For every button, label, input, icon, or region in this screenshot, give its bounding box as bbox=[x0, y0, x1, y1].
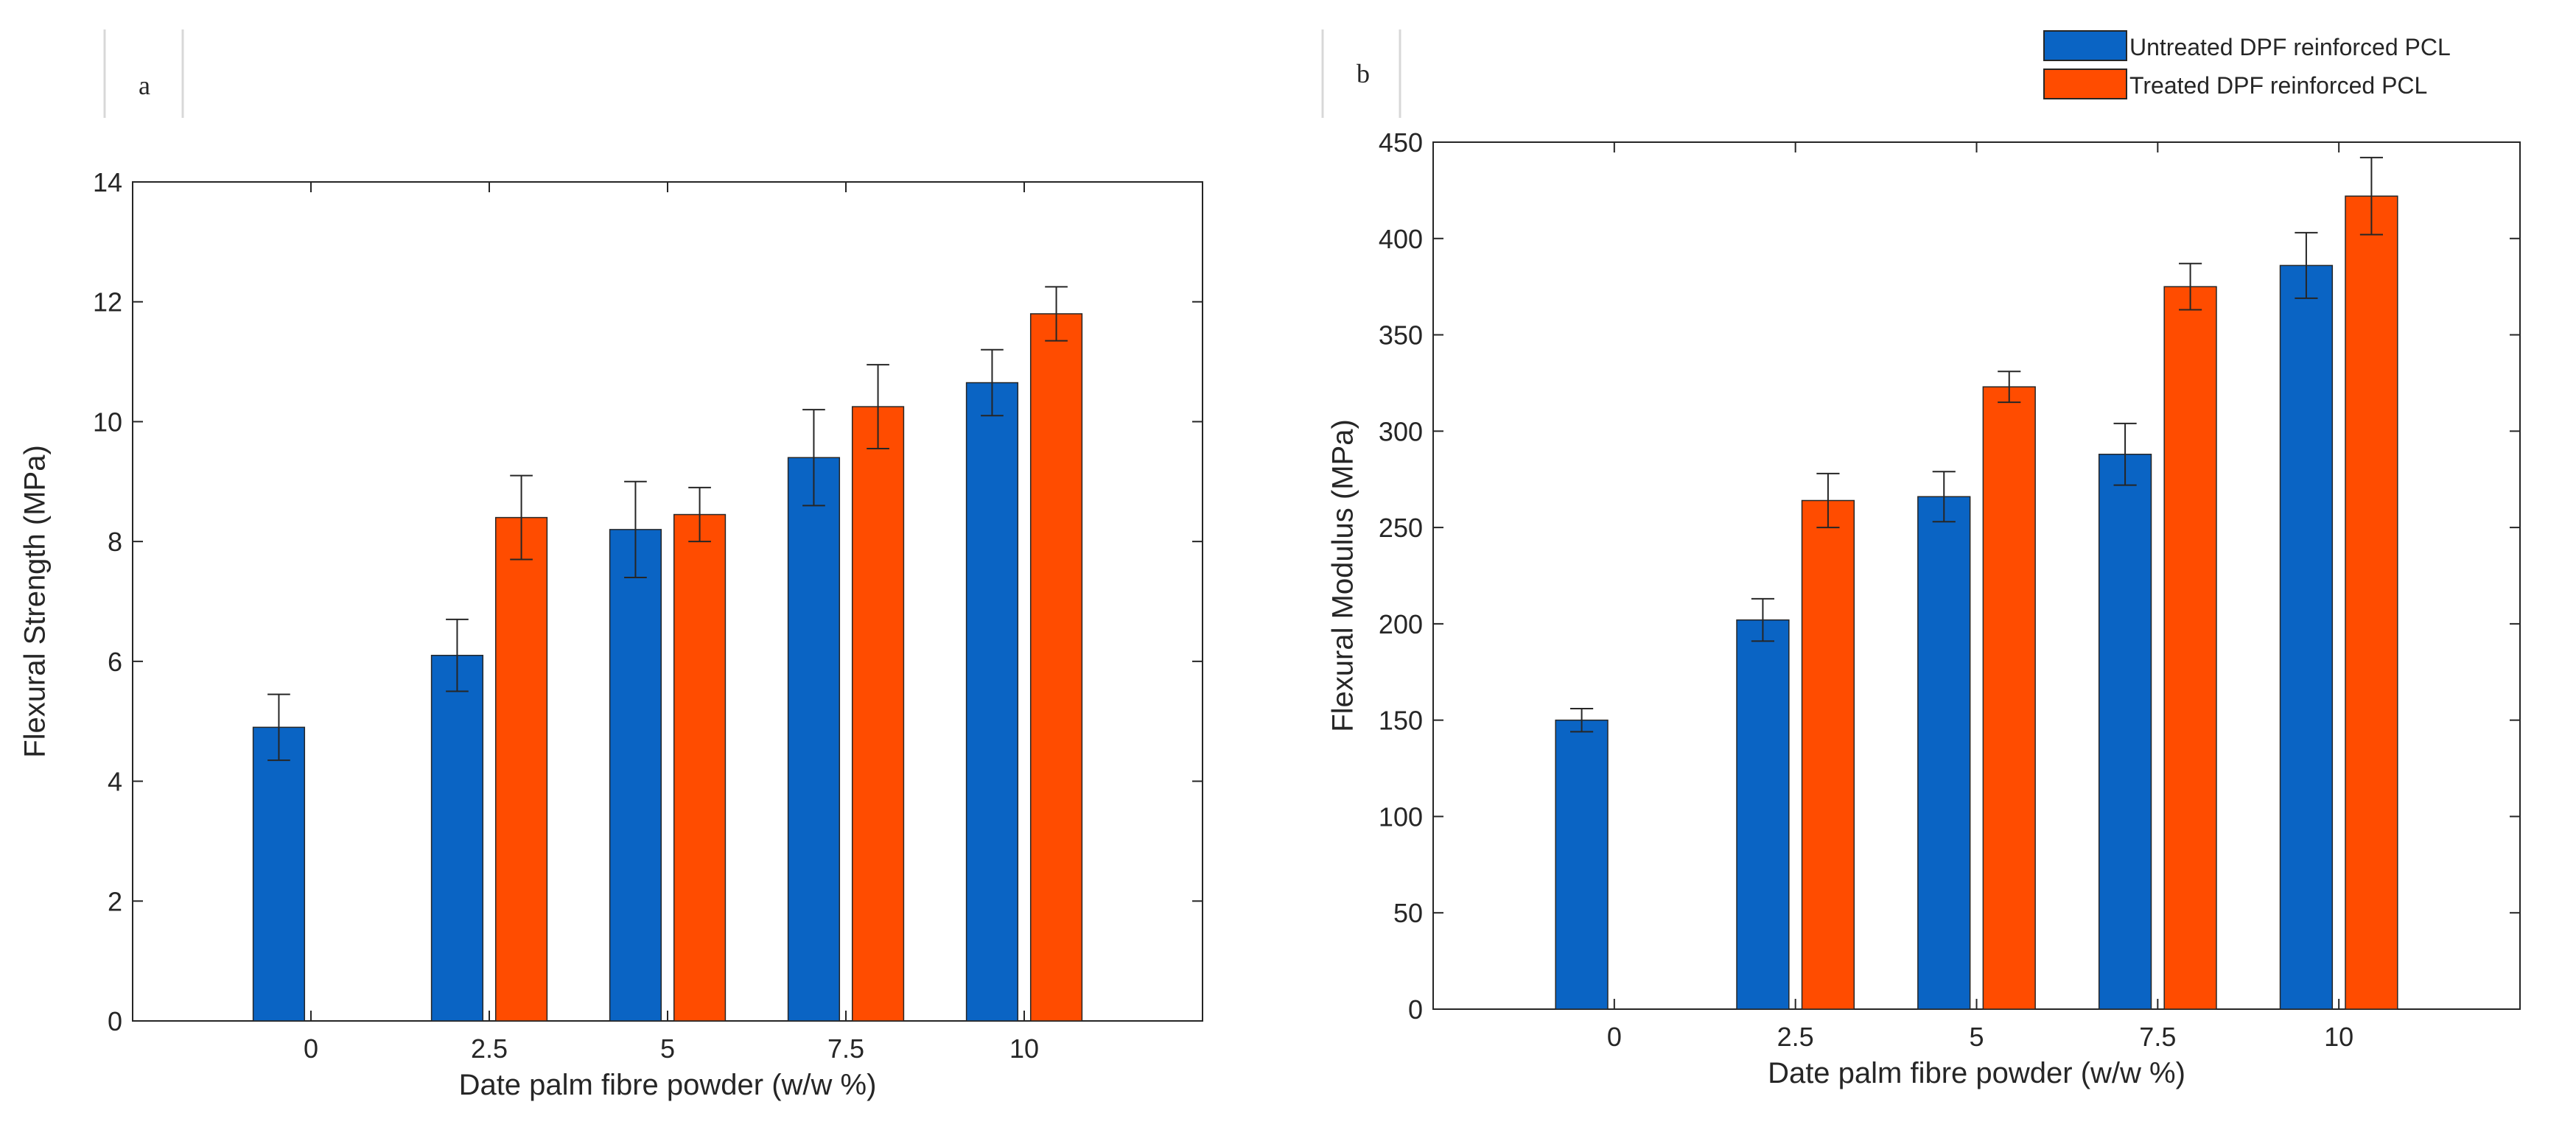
panel-a-bar-s0-0 bbox=[252, 726, 306, 1022]
panel-a-x-tick-label-4: 10 bbox=[1009, 1033, 1039, 1064]
panel-b-y-tick-label-1: 50 bbox=[1393, 898, 1423, 928]
panel-b-x-tick-label-4: 10 bbox=[2324, 1022, 2353, 1052]
panel-b-x-axis-label: Date palm fibre powder (w/w %) bbox=[1768, 1057, 2185, 1089]
panel-a-y-tick-label-5: 10 bbox=[93, 407, 122, 437]
panel-b-y-tick-label-4: 200 bbox=[1379, 609, 1423, 639]
legend-label-treated: Treated DPF reinforced PCL bbox=[2129, 72, 2427, 99]
panel-a-bar-s0-1 bbox=[430, 654, 484, 1022]
panel-a-bar-s1-4 bbox=[1029, 313, 1083, 1022]
panel-a-y-tick-label-7: 14 bbox=[93, 167, 122, 197]
panel-letter-b: b bbox=[1357, 59, 1370, 88]
legend: Untreated DPF reinforced PCL Treated DPF… bbox=[2043, 30, 2451, 99]
panel-b-y-tick-label-2: 100 bbox=[1379, 801, 1423, 832]
panel-a-error-bar-s0-1 bbox=[446, 618, 469, 692]
legend-swatch-treated bbox=[2043, 69, 2127, 99]
panel-b-error-bar-s1-3 bbox=[2179, 262, 2202, 311]
chart-panel-b: 0 50 100 150 200 250 300 350 400 450 0 2.5 5 7.5 10 Dat… bbox=[1327, 127, 2521, 1089]
panel-a-bar-s0-3 bbox=[787, 457, 841, 1022]
panel-b-bar-s1-1 bbox=[1801, 499, 1855, 1010]
panel-a-bar-s0-4 bbox=[965, 382, 1019, 1022]
panel-b-error-bar-s1-2 bbox=[1998, 371, 2021, 404]
panel-b-error-bar-s1-4 bbox=[2359, 156, 2383, 236]
panel-b-bar-s0-0 bbox=[1555, 719, 1609, 1010]
panel-tab-b: b bbox=[1321, 29, 1401, 118]
panel-b-x-tick-label-1: 2.5 bbox=[1777, 1022, 1814, 1052]
panel-b-error-bar-s0-1 bbox=[1751, 597, 1774, 642]
panel-a-y-tick-label-1: 2 bbox=[108, 886, 122, 916]
panel-b-bar-s1-4 bbox=[2345, 195, 2398, 1010]
panel-a-y-tick-label-4: 8 bbox=[108, 527, 122, 557]
panel-b-error-bar-s1-1 bbox=[1816, 472, 1840, 529]
panel-a-error-bar-s1-3 bbox=[867, 364, 889, 450]
legend-swatch-untreated bbox=[2043, 30, 2127, 61]
panel-b-bar-s1-2 bbox=[1982, 386, 2036, 1010]
panel-b-x-tick-label-3: 7.5 bbox=[2139, 1022, 2176, 1052]
panel-a-bar-s0-2 bbox=[609, 529, 662, 1022]
panel-letter-a: a bbox=[139, 71, 150, 100]
panel-a-y-tick-label-3: 6 bbox=[108, 647, 122, 677]
panel-b-y-tick-label-9: 450 bbox=[1379, 127, 1423, 158]
panel-b-bar-s0-1 bbox=[1736, 619, 1790, 1010]
panel-a-error-bar-s1-4 bbox=[1045, 286, 1068, 342]
panel-tab-a: a bbox=[103, 29, 184, 118]
panel-b-y-tick-label-0: 0 bbox=[1408, 994, 1423, 1025]
panel-b-y-tick-label-8: 400 bbox=[1379, 224, 1423, 254]
panel-a-x-tick-label-0: 0 bbox=[304, 1033, 318, 1064]
panel-a-y-axis-label: Flexural Strength (MPa) bbox=[19, 445, 52, 758]
panel-a-error-bar-s0-0 bbox=[267, 693, 290, 762]
panel-a-error-bar-s1-2 bbox=[688, 486, 711, 543]
panel-a-x-tick-label-1: 2.5 bbox=[471, 1033, 508, 1064]
panel-b-bar-s0-3 bbox=[2098, 453, 2152, 1010]
panel-a-bar-s1-2 bbox=[673, 513, 727, 1022]
panel-b-y-tick-label-3: 150 bbox=[1379, 706, 1423, 736]
panel-b-error-bar-s0-2 bbox=[1932, 471, 1956, 523]
panel-b-bar-s0-4 bbox=[2279, 264, 2334, 1010]
panel-b-error-bar-s0-4 bbox=[2295, 231, 2318, 299]
panel-b-bar-s1-3 bbox=[2163, 286, 2217, 1010]
panel-b-y-axis-label: Flexural Modulus (MPa) bbox=[1327, 419, 1359, 732]
panel-a-error-bar-s0-3 bbox=[802, 409, 825, 507]
panel-a-x-tick-label-3: 7.5 bbox=[827, 1033, 864, 1064]
panel-b-y-tick-label-5: 250 bbox=[1379, 513, 1423, 543]
panel-a-y-tick-label-6: 12 bbox=[93, 287, 122, 317]
panel-b-y-tick-label-7: 350 bbox=[1379, 320, 1423, 351]
panel-a-bar-s1-3 bbox=[851, 406, 905, 1022]
panel-b-x-tick-label-2: 5 bbox=[1969, 1022, 1984, 1052]
panel-a-y-tick-label-2: 4 bbox=[108, 767, 122, 797]
chart-panel-a: 0 2 4 6 8 10 12 14 0 2.5 5 7.5 10 Date palm fibre pow… bbox=[19, 167, 1203, 1101]
panel-b-error-bar-s0-3 bbox=[2113, 422, 2137, 486]
panel-b-x-tick-label-0: 0 bbox=[1607, 1022, 1622, 1052]
panel-b-error-bar-s0-0 bbox=[1570, 707, 1594, 733]
panel-a-x-axis-label: Date palm fibre powder (w/w %) bbox=[459, 1069, 877, 1101]
panel-a-error-bar-s0-4 bbox=[981, 348, 1004, 417]
panel-b-bar-s0-2 bbox=[1917, 496, 1971, 1010]
panel-b-y-tick-label-6: 300 bbox=[1379, 416, 1423, 446]
panel-a-y-tick-label-0: 0 bbox=[108, 1006, 122, 1036]
panel-a-bar-s1-1 bbox=[494, 516, 548, 1022]
legend-label-untreated: Untreated DPF reinforced PCL bbox=[2129, 34, 2451, 60]
panel-a-error-bar-s1-1 bbox=[510, 474, 533, 561]
panel-a-x-tick-label-2: 5 bbox=[660, 1033, 675, 1064]
panel-a-error-bar-s0-2 bbox=[624, 480, 647, 578]
